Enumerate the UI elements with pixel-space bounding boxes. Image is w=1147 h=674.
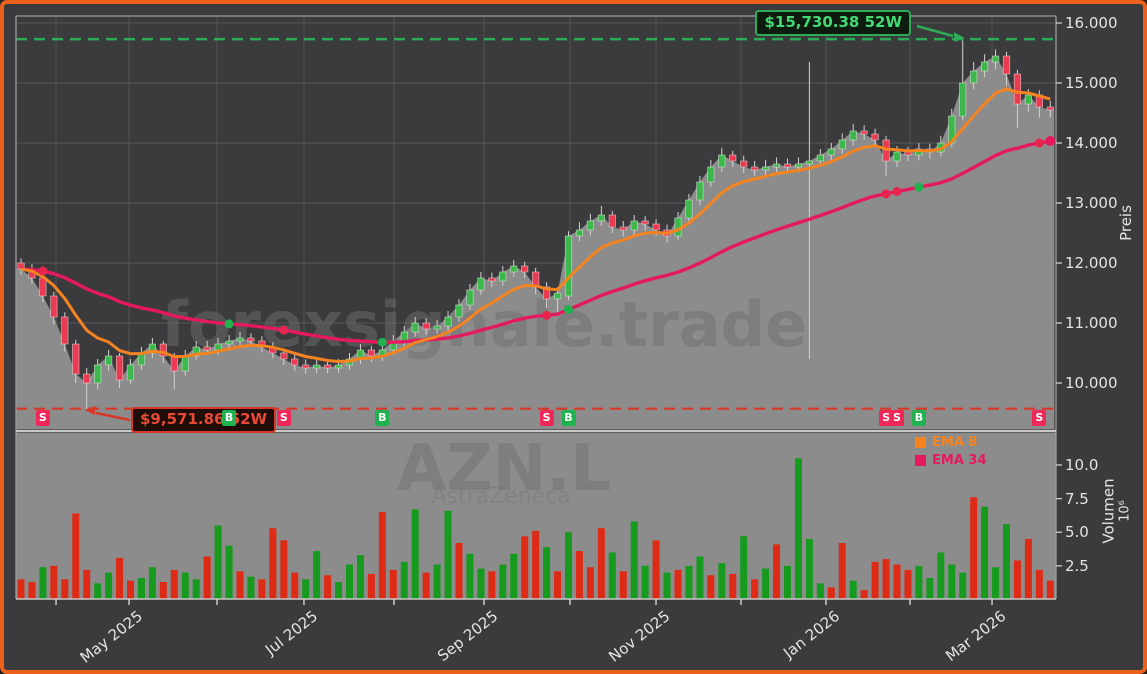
legend-ema34: EMA 34 (915, 451, 987, 469)
volume-tick-label: 10.0 (1065, 456, 1099, 474)
volume-bars-layer (17, 458, 1054, 599)
legend-ema8: EMA 8 (915, 433, 987, 451)
price-tick-label: 12.000 (1065, 254, 1118, 272)
sell-badge: S (35, 410, 50, 426)
buy-badge: B (561, 410, 576, 426)
price-tick-label: 14.000 (1065, 134, 1118, 152)
volume-axis-title-text: Volumen (1099, 478, 1118, 544)
volume-tick-label: 5.0 (1065, 523, 1089, 542)
ema34-label: EMA 34 (932, 452, 987, 468)
volume-tick-label: 7.5 (1065, 489, 1089, 508)
sell-badge: S (890, 410, 904, 426)
price-tick-label: 15.000 (1065, 74, 1118, 92)
watermark-site: forexsignale.trade (161, 288, 807, 361)
ema8-label: EMA 8 (932, 434, 978, 450)
sell-badge: S (539, 410, 554, 426)
buy-badge: B (375, 410, 390, 426)
price-tick-label: 13.000 (1065, 194, 1118, 212)
sell-badge: S (1032, 410, 1047, 426)
ema34-line (20, 139, 1051, 344)
signal-dots (38, 136, 1056, 347)
watermark-symbol: AZN.L (397, 432, 612, 506)
volume-axis-multiplier: 10⁶ (1117, 500, 1133, 522)
sell-badge: S (879, 410, 894, 426)
sell-badge: S (276, 410, 291, 426)
price-area-fill (16, 56, 1055, 429)
price-tick-label: 11.000 (1065, 314, 1118, 332)
price-tick-label: 16.000 (1065, 14, 1118, 32)
ema8-line (20, 87, 1051, 363)
high-52w-label: $15,730.38 52W (755, 10, 911, 36)
volume-tick-label: 2.5 (1065, 556, 1089, 575)
low-52w-label: $9,571.86 52W (131, 407, 277, 433)
price-axis-title: Preis (1117, 205, 1135, 241)
ema34-swatch-icon (915, 454, 926, 466)
price-tick-label: 10.000 (1065, 374, 1118, 392)
annotation-arrows (84, 24, 965, 422)
watermark-company: AstraZeneca (431, 484, 570, 509)
volume-axis-title: Volumen 10⁶ (1100, 478, 1133, 543)
ema8-swatch-icon (915, 436, 926, 448)
buy-badge: B (911, 410, 926, 426)
buy-badge: B (222, 410, 237, 426)
ema-legend: EMA 8 EMA 34 (915, 433, 987, 469)
